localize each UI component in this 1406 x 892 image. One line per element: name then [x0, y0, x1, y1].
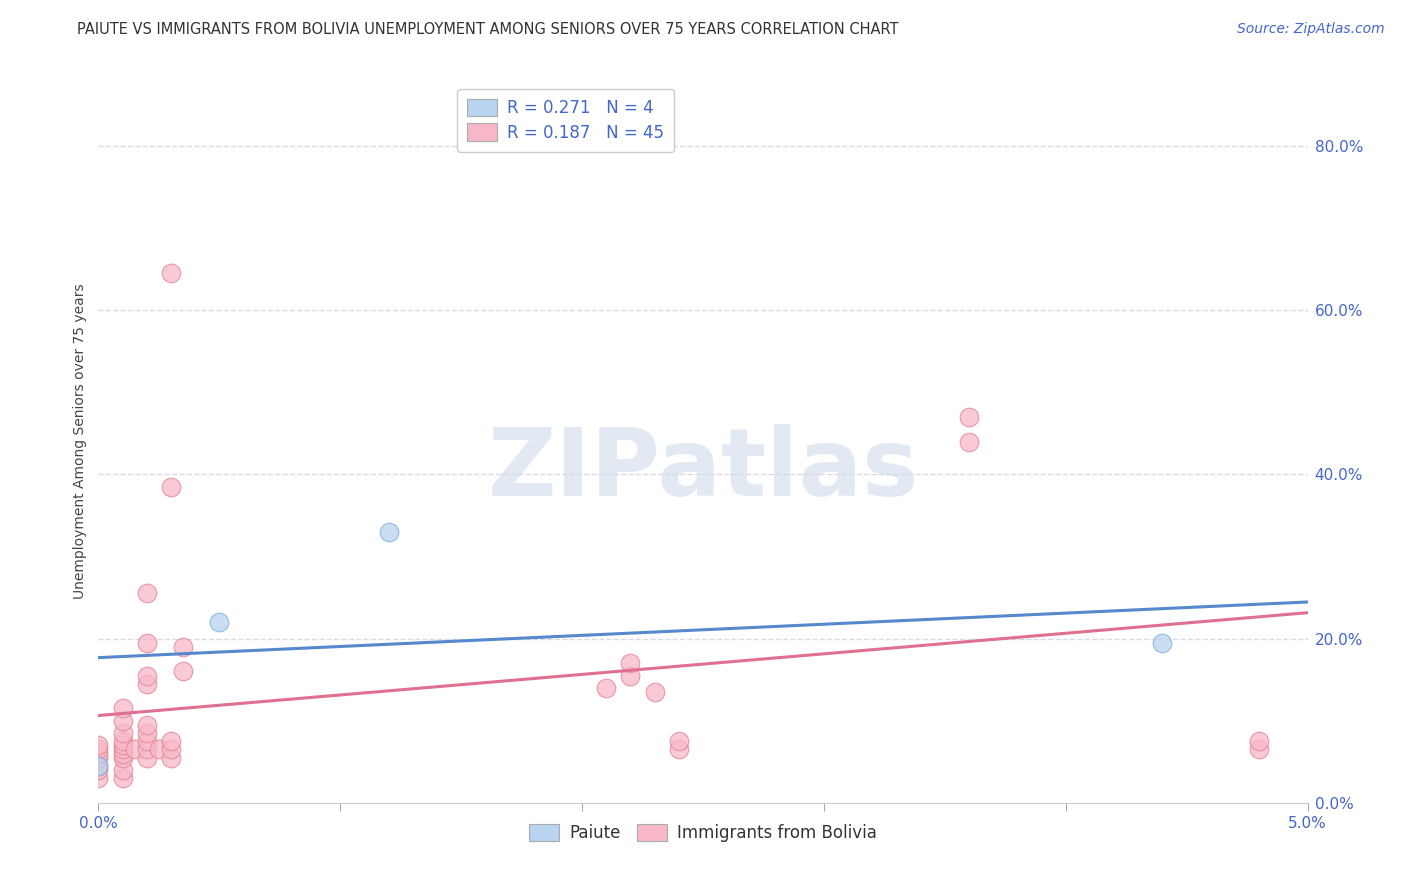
Point	[1249, 734, 1271, 748]
Point	[111, 734, 134, 748]
Point	[87, 739, 110, 753]
Point	[595, 681, 617, 695]
Point	[87, 759, 110, 773]
Point	[111, 763, 134, 777]
Point	[957, 434, 980, 449]
Point	[135, 668, 157, 682]
Text: Source: ZipAtlas.com: Source: ZipAtlas.com	[1237, 22, 1385, 37]
Point	[87, 742, 110, 756]
Point	[87, 750, 110, 764]
Point	[135, 750, 157, 764]
Point	[135, 734, 157, 748]
Point	[111, 726, 134, 740]
Point	[160, 742, 183, 756]
Point	[111, 742, 134, 756]
Legend: Paiute, Immigrants from Bolivia: Paiute, Immigrants from Bolivia	[519, 814, 887, 852]
Point	[668, 734, 690, 748]
Point	[1249, 742, 1271, 756]
Point	[135, 718, 157, 732]
Point	[160, 750, 183, 764]
Point	[160, 734, 183, 748]
Point	[135, 742, 157, 756]
Point	[135, 586, 157, 600]
Point	[619, 668, 641, 682]
Point	[87, 747, 110, 761]
Point	[87, 771, 110, 785]
Point	[87, 759, 110, 773]
Point	[135, 636, 157, 650]
Point	[619, 657, 641, 671]
Text: PAIUTE VS IMMIGRANTS FROM BOLIVIA UNEMPLOYMENT AMONG SENIORS OVER 75 YEARS CORRE: PAIUTE VS IMMIGRANTS FROM BOLIVIA UNEMPL…	[77, 22, 898, 37]
Point	[111, 771, 134, 785]
Point	[124, 742, 146, 756]
Point	[644, 685, 666, 699]
Point	[111, 714, 134, 728]
Point	[377, 524, 399, 539]
Point	[208, 615, 231, 630]
Point	[135, 726, 157, 740]
Point	[135, 677, 157, 691]
Point	[111, 750, 134, 764]
Point	[111, 739, 134, 753]
Point	[111, 701, 134, 715]
Y-axis label: Unemployment Among Seniors over 75 years: Unemployment Among Seniors over 75 years	[73, 284, 87, 599]
Point	[160, 266, 183, 280]
Text: ZIPatlas: ZIPatlas	[488, 425, 918, 516]
Point	[148, 742, 170, 756]
Point	[668, 742, 690, 756]
Point	[160, 480, 183, 494]
Point	[87, 763, 110, 777]
Point	[111, 747, 134, 761]
Point	[172, 665, 194, 679]
Point	[1152, 636, 1174, 650]
Point	[172, 640, 194, 654]
Point	[957, 409, 980, 424]
